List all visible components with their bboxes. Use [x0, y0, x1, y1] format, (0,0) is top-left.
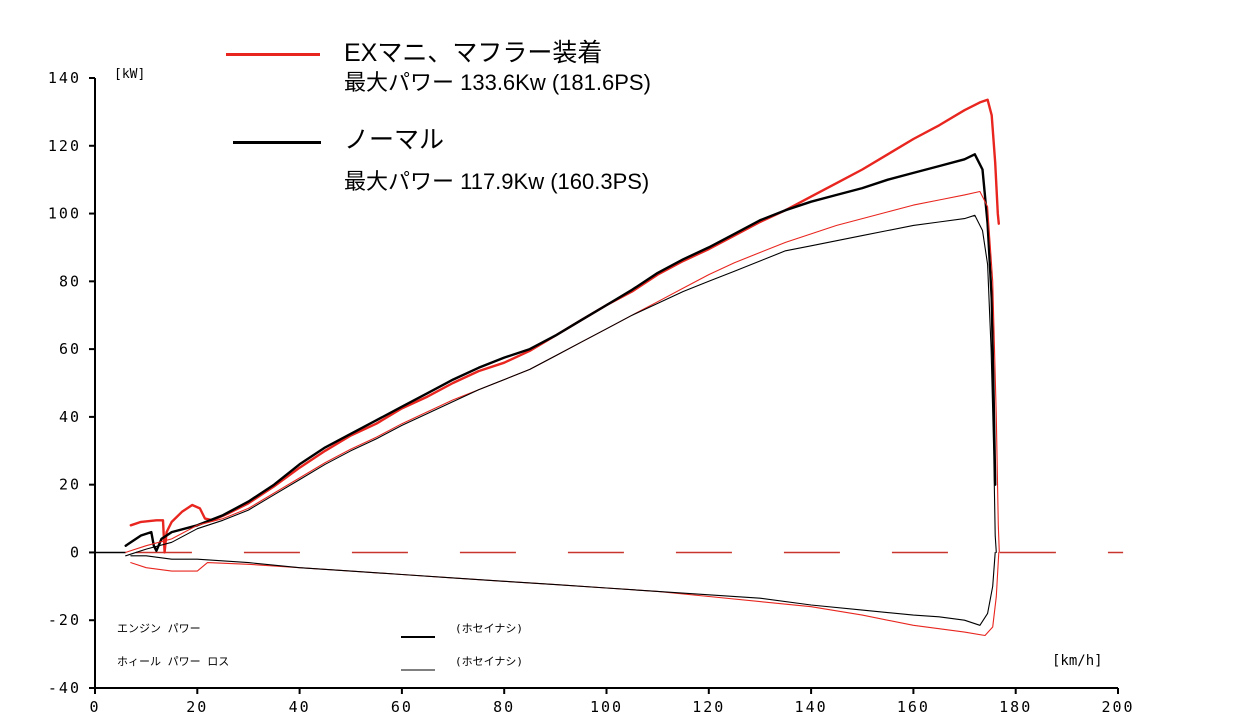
x-tick-label: 60 [391, 698, 413, 716]
series-line-wheel-power-black [125, 214, 997, 557]
legend-entry-red-name: EXマニ、マフラー装着 [344, 39, 603, 67]
x-tick-label: 180 [999, 698, 1032, 716]
bottom-legend-note-engine: (ホセイナシ) [455, 622, 523, 635]
y-tick-label: 0 [70, 543, 81, 561]
y-tick-label: -40 [48, 679, 81, 697]
y-tick-label: 20 [59, 476, 81, 494]
series-group [124, 98, 1000, 637]
bottom-legend-label-loss: ホィール パワー ロス [117, 655, 229, 668]
x-tick-label: 0 [89, 698, 100, 716]
bottom-legend: エンジン パワー (ホセイナシ) ホィール パワー ロス (ホセイナシ) [117, 622, 523, 671]
x-tick-label: 80 [493, 698, 515, 716]
y-tick-label: -20 [48, 611, 81, 629]
y-tick-label: 120 [48, 137, 81, 155]
y-tick-label: 140 [48, 69, 81, 87]
series-line-wheel-power-loss-red [130, 551, 1000, 637]
y-tick-label: 40 [59, 408, 81, 426]
x-ticks: 0 20 40 60 80 100 120 140 160 180 200 [89, 688, 1134, 716]
y-tick-label: 80 [59, 272, 81, 290]
legend-swatch-red [226, 53, 320, 56]
x-tick-label: 20 [186, 698, 208, 716]
legend-entry-black-detail: 最大パワー 117.9Kw (160.3PS) [344, 169, 650, 194]
x-tick-label: 200 [1101, 698, 1134, 716]
x-tick-label: 160 [897, 698, 930, 716]
x-tick-label: 100 [590, 698, 623, 716]
x-unit-label: [km/h] [1052, 653, 1103, 669]
y-tick-label: 60 [59, 340, 81, 358]
x-tick-label: 120 [692, 698, 725, 716]
legend-entry-black-name: ノーマル [344, 126, 445, 154]
bottom-legend-label-engine: エンジン パワー [117, 622, 201, 635]
series-line-engine-power-black [124, 153, 997, 552]
legend-entry-red: EXマニ、マフラー装着 最大パワー 133.6Kw (181.6PS) [344, 38, 651, 98]
legend-swatch-black [233, 141, 321, 144]
y-ticks: 140 120 100 80 60 40 20 0 -20 -40 [48, 69, 95, 697]
legend-entry-black: ノーマル 最大パワー 117.9Kw (160.3PS) [344, 125, 649, 197]
y-tick-label: 100 [48, 205, 81, 223]
x-tick-label: 140 [795, 698, 828, 716]
series-line-engine-power-red [129, 98, 1000, 554]
series-line-wheel-power-loss-black [130, 551, 996, 626]
y-unit-label: [kW] [114, 67, 145, 82]
legend-entry-red-detail: 最大パワー 133.6Kw (181.6PS) [344, 70, 651, 95]
bottom-legend-note-loss: (ホセイナシ) [455, 655, 523, 668]
x-tick-label: 40 [289, 698, 311, 716]
